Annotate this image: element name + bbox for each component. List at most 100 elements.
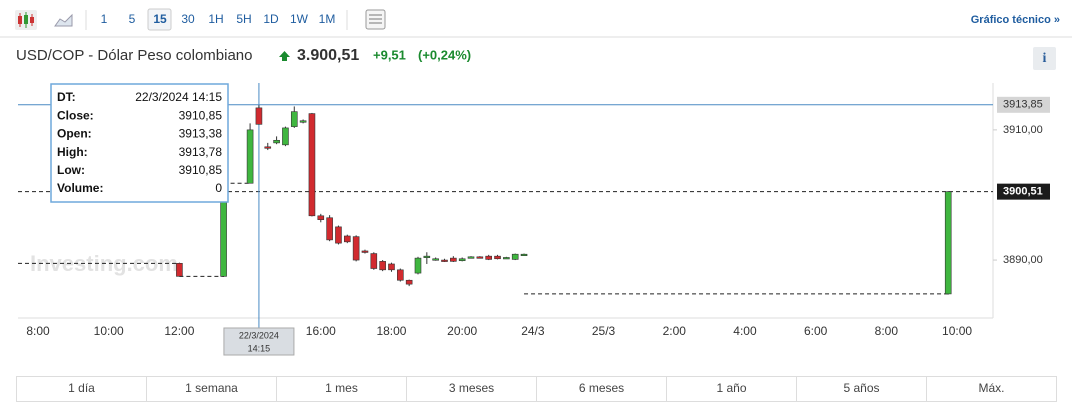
change: +9,51	[373, 47, 406, 62]
candle-body	[450, 257, 457, 262]
candle-body	[520, 253, 528, 257]
plot: 3890,00 3910,00 8:00 10:00 12:00 16:00 18:00 20…	[18, 83, 1050, 356]
candle-body	[282, 127, 289, 146]
last-price-box	[997, 183, 1050, 200]
candle-body	[476, 256, 484, 259]
toolbar: Gráfico técnico »	[0, 8, 1072, 38]
range-button[interactable]: 5 años	[843, 381, 879, 395]
tooltip-value: 0	[215, 181, 222, 195]
x-tick-label: 18:00	[376, 324, 406, 338]
candle-body	[379, 261, 386, 271]
candle-body	[255, 107, 263, 125]
x-tick-label: 8:00	[26, 324, 50, 338]
candle-body	[326, 217, 333, 241]
crosshair-time-box	[223, 327, 295, 356]
info-button[interactable]	[1033, 47, 1056, 70]
range-selector: 1 día 1 semana 1 mes 3 meses 6 meses 1 año 5 a…	[16, 376, 1057, 402]
x-tick-label: 25/3	[592, 324, 616, 338]
interval-button[interactable]: 1D	[263, 12, 279, 26]
candle-body	[317, 215, 325, 221]
crosshair-time-label: 14:15	[248, 343, 271, 353]
range-button[interactable]: 6 meses	[579, 381, 624, 395]
candle-body	[273, 139, 280, 144]
candle-body	[299, 120, 307, 123]
x-tick-label: 10:00	[94, 324, 124, 338]
interval-button[interactable]: 1	[101, 12, 108, 26]
info-icon[interactable]: i	[1043, 51, 1047, 66]
last-price-label: 3900,51	[1003, 186, 1043, 198]
candle-body	[423, 255, 431, 258]
interval-button[interactable]: 5H	[236, 12, 251, 26]
x-tick-label: 12:00	[164, 324, 194, 338]
crosshair-price-box	[997, 96, 1050, 113]
tooltip-key: Open:	[57, 127, 92, 141]
interval-button[interactable]: 30	[181, 12, 195, 26]
range-button[interactable]: 1 año	[716, 381, 746, 395]
tooltip-key: High:	[57, 145, 88, 159]
tooltip-box	[50, 83, 229, 203]
interval-button[interactable]: 1W	[290, 12, 309, 26]
candle-body	[485, 255, 492, 260]
candle-body	[343, 235, 351, 243]
area-icon[interactable]	[54, 13, 73, 27]
candle-body	[264, 146, 272, 149]
tooltip-key: Volume:	[57, 181, 103, 195]
x-tick-label: 24/3	[521, 324, 545, 338]
tooltip-value: 3913,78	[179, 145, 223, 159]
range-button[interactable]: 1 mes	[325, 381, 358, 395]
x-tick-label: 8:00	[875, 324, 899, 338]
candle-body	[370, 253, 378, 269]
candle-body	[414, 257, 422, 274]
technical-chart-link[interactable]: Gráfico técnico »	[971, 14, 1060, 26]
y-tick-label: 3890,00	[1003, 254, 1043, 266]
change-percent: (+0,24%)	[418, 47, 471, 62]
candle-body	[458, 258, 466, 262]
tooltip-value: 3910,85	[179, 163, 223, 177]
interval-button[interactable]: 1H	[208, 12, 223, 26]
tooltip-value: 3913,38	[179, 127, 223, 141]
interval-button[interactable]: 15	[153, 12, 167, 26]
crosshair-price-label: 3913,85	[1003, 99, 1043, 111]
candle-body	[511, 253, 519, 260]
candle-body	[397, 269, 404, 281]
tooltip-value: 3910,85	[179, 108, 223, 122]
candle-body	[467, 256, 475, 259]
x-tick-label: 20:00	[447, 324, 477, 338]
price: 3.900,51	[297, 47, 359, 64]
candle-body	[441, 259, 448, 262]
candle-body	[290, 111, 298, 127]
interval-button[interactable]: 5	[129, 12, 136, 26]
range-button[interactable]: Máx.	[978, 381, 1004, 395]
candle-body	[944, 191, 952, 295]
tooltip-value: 22/3/2024 14:15	[135, 90, 222, 104]
x-tick-label: 16:00	[306, 324, 336, 338]
tooltip: DT: 22/3/2024 14:15 Close: 3910,85 Open: 3913…	[50, 83, 229, 203]
range-button[interactable]: 3 meses	[449, 381, 494, 395]
selected-interval-box	[147, 8, 172, 31]
candle-body	[503, 257, 510, 260]
crosshair-time-label: 22/3/2024	[239, 330, 279, 340]
candle-body	[246, 129, 254, 184]
candle-body	[432, 258, 439, 261]
candle-body	[494, 255, 501, 260]
x-tick-label: 10:00	[942, 324, 972, 338]
tooltip-key: Low:	[57, 163, 85, 177]
candle-body	[388, 263, 395, 271]
y-tick-label: 3910,00	[1003, 124, 1043, 136]
tooltip-key: Close:	[57, 108, 94, 122]
range-button[interactable]: 1 semana	[185, 381, 238, 395]
candle-body	[335, 226, 342, 244]
instrument-name: USD/COP - Dólar Peso colombiano	[16, 47, 252, 64]
candle-body	[361, 250, 369, 253]
interval-button[interactable]: 1M	[319, 12, 336, 26]
range-button[interactable]: 1 día	[68, 381, 95, 395]
x-tick-label: 2:00	[663, 324, 687, 338]
candle-body	[405, 279, 413, 285]
candle-body	[176, 263, 183, 277]
candle-body	[308, 113, 316, 217]
candle-icon[interactable]	[15, 10, 37, 30]
header: USD/COP - Dólar Peso colombiano 3.900,51…	[16, 47, 1056, 70]
settings-icon[interactable]	[365, 9, 386, 30]
